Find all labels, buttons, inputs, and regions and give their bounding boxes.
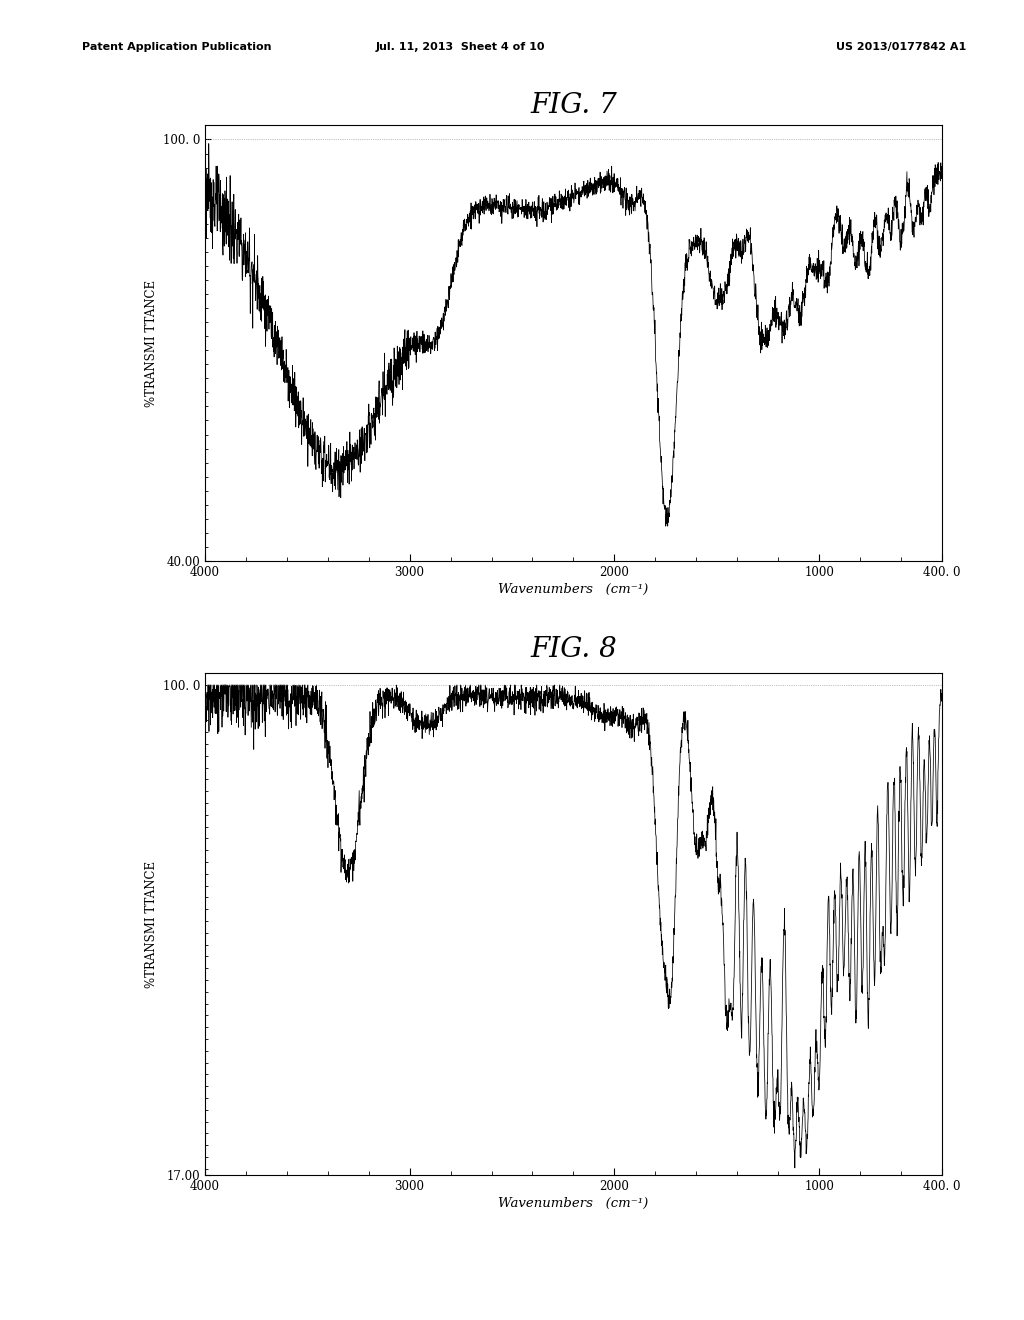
X-axis label: Wavenumbers   (cm⁻¹): Wavenumbers (cm⁻¹) — [499, 583, 648, 597]
X-axis label: Wavenumbers   (cm⁻¹): Wavenumbers (cm⁻¹) — [499, 1197, 648, 1210]
Text: FIG. 8: FIG. 8 — [530, 636, 616, 663]
Text: Jul. 11, 2013  Sheet 4 of 10: Jul. 11, 2013 Sheet 4 of 10 — [376, 42, 546, 53]
Y-axis label: %TRANSMI TTANCE: %TRANSMI TTANCE — [145, 280, 159, 407]
Y-axis label: %TRANSMI TTANCE: %TRANSMI TTANCE — [145, 861, 159, 987]
Text: FIG. 7: FIG. 7 — [530, 92, 616, 119]
Text: US 2013/0177842 A1: US 2013/0177842 A1 — [836, 42, 967, 53]
Text: Patent Application Publication: Patent Application Publication — [82, 42, 271, 53]
